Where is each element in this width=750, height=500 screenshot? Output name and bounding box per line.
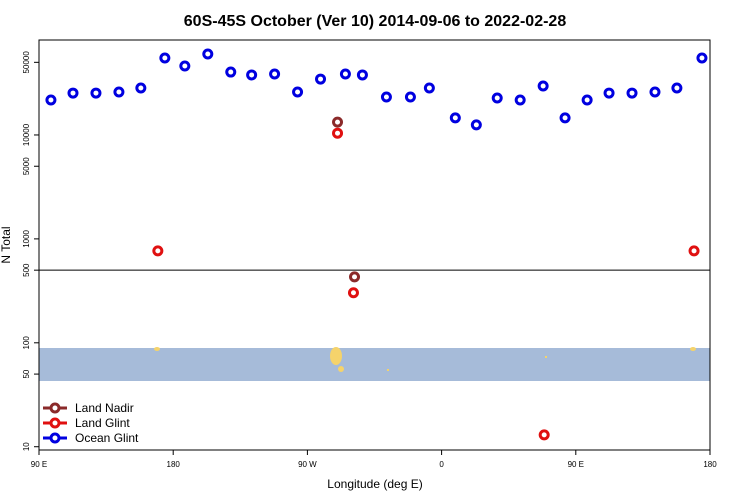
x-tick-label: 180: [167, 460, 181, 469]
y-tick-label: 1000: [22, 229, 31, 247]
point: [202, 48, 214, 60]
y-tick-label: 500: [22, 263, 31, 277]
point: [671, 82, 683, 94]
point: [404, 91, 416, 103]
point: [332, 127, 344, 139]
point: [315, 73, 327, 85]
map-strip: [39, 348, 710, 381]
point: [179, 60, 191, 72]
point: [246, 69, 258, 81]
point: [537, 80, 549, 92]
point: [581, 94, 593, 106]
point: [332, 116, 344, 128]
point: [113, 86, 125, 98]
x-tick-label: 0: [439, 460, 444, 469]
point: [349, 271, 361, 283]
y-tick-label: 50000: [22, 51, 31, 74]
point: [559, 112, 571, 124]
legend-marker: [49, 402, 61, 414]
y-tick-label: 5000: [22, 157, 31, 175]
point: [159, 52, 171, 64]
point: [626, 87, 638, 99]
point: [423, 82, 435, 94]
point: [380, 91, 392, 103]
point: [449, 112, 461, 124]
point: [538, 429, 550, 441]
point: [356, 69, 368, 81]
point: [603, 87, 615, 99]
point: [339, 68, 351, 80]
plot-frame: [38, 39, 711, 451]
point: [491, 92, 503, 104]
chart-title: 60S-45S October (Ver 10) 2014-09-06 to 2…: [184, 13, 567, 30]
point: [347, 287, 359, 299]
point: [269, 68, 281, 80]
point: [649, 86, 661, 98]
legend-label: Land Glint: [75, 416, 130, 430]
y-tick-label: 10: [22, 442, 31, 451]
y-tick-label: 50: [22, 369, 31, 378]
y-axis-label: N Total: [0, 226, 13, 263]
legend-marker: [49, 432, 61, 444]
x-tick-label: 90 W: [298, 460, 317, 469]
legend-label: Land Nadir: [75, 401, 134, 415]
x-tick-label: 90 E: [31, 460, 47, 469]
x-tick-label: 180: [703, 460, 717, 469]
map-land: [154, 347, 696, 372]
point: [225, 66, 237, 78]
legend-label: Ocean Glint: [75, 431, 139, 445]
point: [696, 52, 708, 64]
point: [67, 87, 79, 99]
point: [90, 87, 102, 99]
x-tick-label: 90 E: [568, 460, 584, 469]
point: [470, 119, 482, 131]
y-tick-label: 10000: [22, 123, 31, 146]
legend-marker: [49, 417, 61, 429]
x-axis-label: Longitude (deg E): [327, 477, 422, 491]
point: [135, 82, 147, 94]
y-tick-label: 100: [22, 336, 31, 350]
point: [152, 245, 164, 257]
point: [514, 94, 526, 106]
point: [45, 94, 57, 106]
point: [292, 86, 304, 98]
point: [688, 245, 700, 257]
